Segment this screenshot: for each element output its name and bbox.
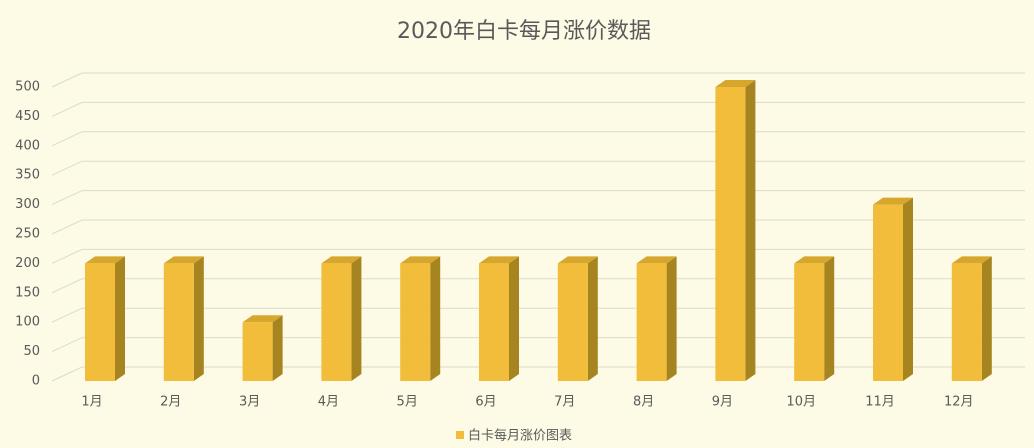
y-tick-label: 450 — [15, 109, 40, 124]
x-tick-label: 10月 — [786, 395, 816, 410]
bar-top — [479, 256, 519, 264]
bar — [873, 204, 903, 381]
grid-line — [51, 131, 1025, 147]
bar-side — [272, 315, 283, 381]
bar-side — [115, 256, 125, 381]
bar — [479, 263, 509, 381]
y-tick-label: 200 — [15, 256, 40, 271]
bar — [794, 263, 825, 381]
y-tick-label: 350 — [15, 168, 40, 183]
grid-line — [51, 160, 1025, 176]
bar-top — [794, 256, 835, 264]
x-tick-label: 4月 — [318, 395, 339, 410]
x-tick-label: 11月 — [865, 395, 895, 410]
x-tick-label: 3月 — [239, 395, 260, 410]
y-tick-label: 250 — [15, 227, 40, 242]
bar — [85, 263, 115, 381]
x-tick-label: 5月 — [397, 395, 418, 410]
bar-side — [981, 256, 992, 381]
x-tick-label: 8月 — [633, 395, 654, 410]
bar-top — [636, 256, 677, 264]
bar-side — [351, 256, 362, 381]
bar-side — [509, 256, 519, 381]
bar — [242, 322, 273, 381]
y-tick-label: 0 — [32, 374, 40, 389]
bar-top — [715, 80, 756, 87]
bar-top — [321, 256, 362, 264]
bar-top — [557, 256, 598, 264]
y-tick-label: 100 — [15, 315, 40, 330]
y-tick-label: 300 — [15, 197, 40, 212]
y-tick-label: 150 — [15, 285, 40, 300]
grid-line — [51, 248, 1025, 264]
x-tick-label: 1月 — [81, 395, 102, 410]
legend-swatch — [456, 431, 464, 439]
x-tick-label: 7月 — [554, 395, 575, 410]
bar-top — [951, 256, 992, 264]
bar-side — [903, 197, 913, 381]
bar — [636, 263, 667, 381]
grid-line — [51, 337, 1025, 353]
grid-line — [51, 219, 1025, 235]
bar — [715, 87, 746, 381]
x-tick-label: 12月 — [944, 395, 974, 410]
bar — [557, 263, 588, 381]
y-tick-label: 500 — [15, 80, 40, 95]
x-tick-label: 6月 — [475, 395, 496, 410]
x-tick-label: 2月 — [160, 395, 181, 410]
bar-side — [430, 256, 441, 381]
grid-line — [51, 101, 1025, 117]
bar-top — [400, 256, 441, 264]
y-tick-label: 50 — [23, 344, 40, 359]
bar-top — [163, 256, 204, 264]
chart-title: 2020年白卡每月涨价数据 — [397, 19, 651, 44]
legend-label: 白卡每月涨价图表 — [468, 428, 572, 444]
bar — [321, 263, 352, 381]
bar-side — [587, 256, 598, 381]
bar-top — [873, 197, 913, 205]
bar-top — [85, 256, 125, 264]
grid-line — [51, 72, 1025, 88]
bar-top — [242, 315, 283, 323]
bar-side — [193, 256, 204, 381]
grid-line — [51, 366, 1025, 382]
grid-line — [51, 278, 1025, 294]
bar-side — [745, 80, 756, 381]
x-tick-label: 9月 — [712, 395, 733, 410]
grid-line — [51, 307, 1025, 323]
bar — [400, 263, 431, 381]
y-tick-label: 400 — [15, 138, 40, 153]
bar-side — [666, 256, 677, 381]
bar — [163, 263, 194, 381]
bar-side — [824, 256, 835, 381]
bar — [951, 263, 982, 381]
grid-line — [51, 190, 1025, 206]
